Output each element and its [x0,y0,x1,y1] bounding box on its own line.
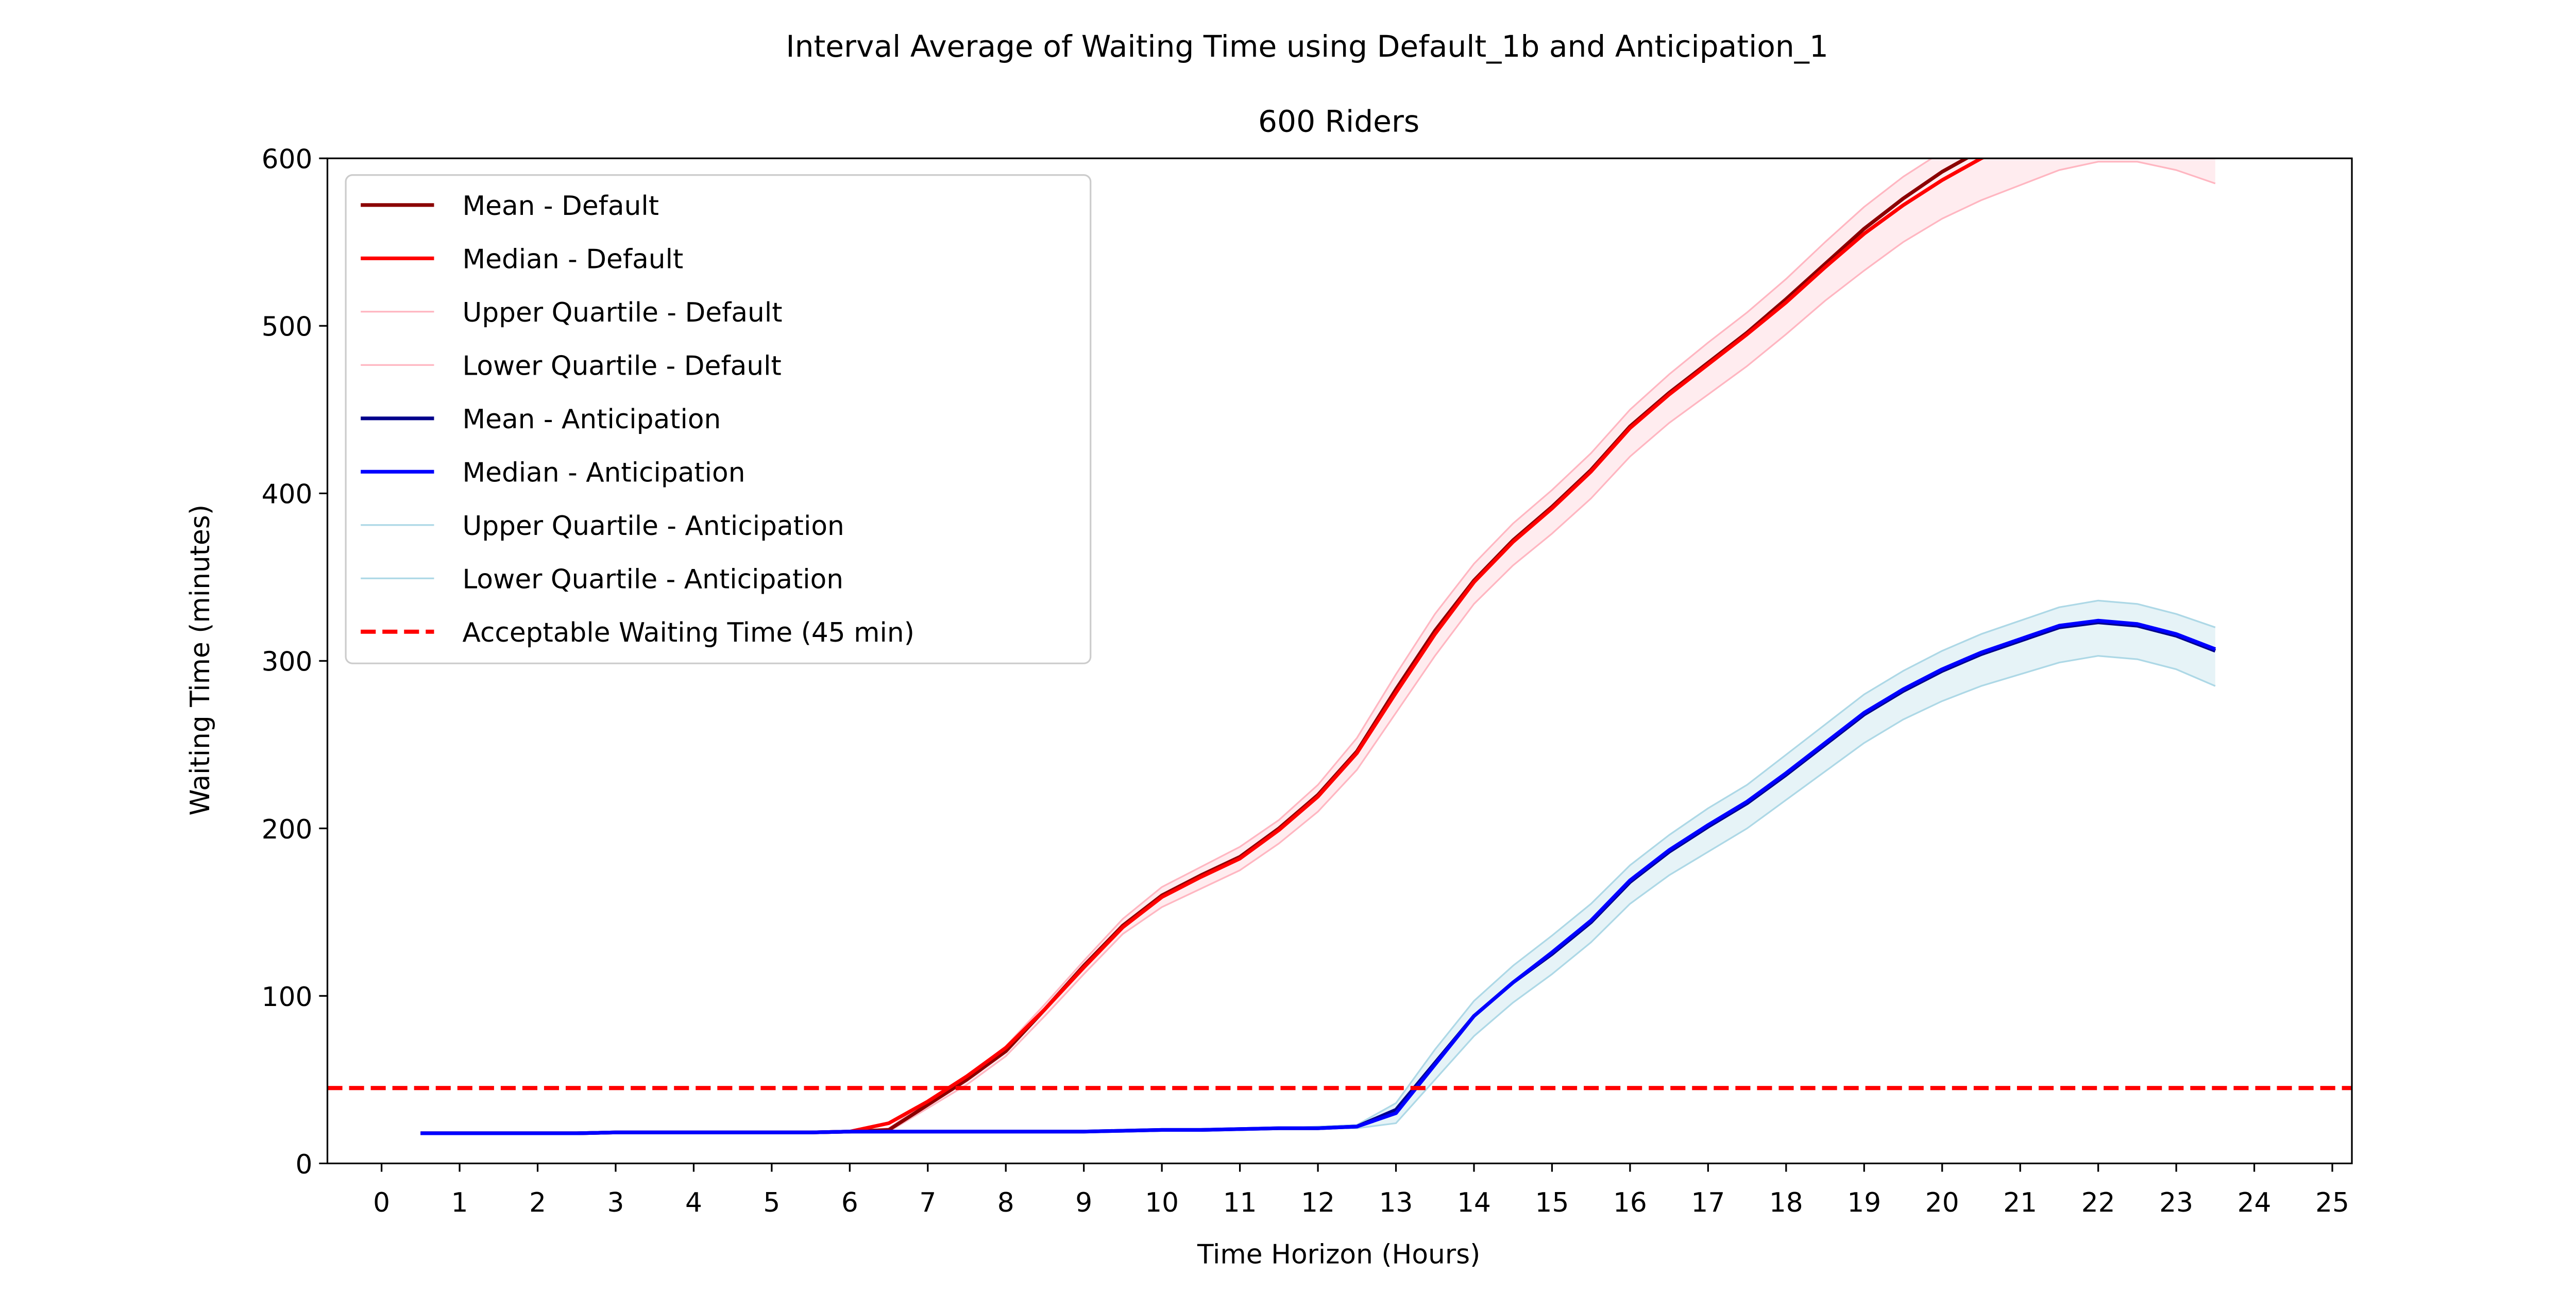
x-tick-label: 11 [1223,1187,1257,1218]
x-tick-label: 2 [529,1187,546,1218]
x-tick-label: 1 [451,1187,468,1218]
chart-subtitle: 600 Riders [1258,104,1419,139]
x-tick-label: 9 [1075,1187,1092,1218]
x-tick-label: 22 [2081,1187,2115,1218]
x-tick-label: 15 [1535,1187,1569,1218]
x-axis-ticks: 0 1 2 3 4 5 6 7 8 9 10 11 12 13 14 15 16 17 18 19 20 21 22 23 24… [373,1163,2349,1218]
x-tick-label: 12 [1301,1187,1335,1218]
legend-frame [345,174,1092,664]
chart-title: Interval Average of Waiting Time using D… [786,29,1828,64]
x-tick-label: 17 [1691,1187,1725,1218]
y-tick-label: 100 [262,982,313,1013]
x-tick-label: 3 [607,1187,624,1218]
band-upper-quartile-anticipation [420,600,2215,1133]
y-tick-label: 500 [262,312,313,343]
x-tick-label: 5 [763,1187,780,1218]
x-tick-label: 23 [2159,1187,2193,1218]
x-tick-label: 6 [841,1187,858,1218]
x-axis-label: Time Horizon (Hours) [1197,1239,1480,1270]
x-tick-label: 18 [1769,1187,1803,1218]
series-lines [420,158,2216,1135]
y-tick-label: 300 [262,647,313,678]
series-line-median-anticipation [420,618,2216,1135]
legend-label-upper-quartile-anticipation: Upper Quartile - Anticipation [462,511,844,542]
y-axis-label: Waiting Time (minutes) [185,505,216,815]
x-tick-label: 0 [373,1187,390,1218]
legend-label-acceptable-waiting-time-45-min: Acceptable Waiting Time (45 min) [462,617,914,648]
x-tick-label: 21 [2003,1187,2037,1218]
series-line-lower-quartile-anticipation [420,655,2216,1134]
legend-label-mean-default: Mean - Default [462,191,659,222]
x-tick-label: 4 [685,1187,702,1218]
legend-label-median-default: Median - Default [462,244,683,275]
x-tick-label: 10 [1145,1187,1179,1218]
y-tick-label: 0 [295,1149,312,1180]
legend-label-mean-anticipation: Mean - Anticipation [462,404,721,435]
x-tick-label: 20 [1925,1187,1959,1218]
quartile-bands [420,158,2215,1133]
legend-label-lower-quartile-anticipation: Lower Quartile - Anticipation [462,564,843,595]
legend: Mean - Default Median - Default Upper Quar… [345,174,1092,664]
x-tick-label: 14 [1457,1187,1491,1218]
y-axis-ticks: 0 100 200 300 400 500 600 [262,144,328,1180]
y-tick-label: 400 [262,479,313,510]
legend-label-lower-quartile-default: Lower Quartile - Default [462,351,781,382]
x-tick-label: 25 [2315,1187,2349,1218]
legend-label-median-anticipation: Median - Anticipation [462,458,745,489]
x-tick-label: 24 [2238,1187,2272,1218]
y-tick-label: 600 [262,144,313,175]
x-tick-label: 13 [1379,1187,1413,1218]
x-tick-label: 19 [1847,1187,1881,1218]
x-tick-label: 7 [919,1187,936,1218]
x-tick-label: 16 [1613,1187,1647,1218]
y-tick-label: 200 [262,814,313,845]
legend-label-upper-quartile-default: Upper Quartile - Default [462,297,782,328]
x-tick-label: 8 [997,1187,1014,1218]
